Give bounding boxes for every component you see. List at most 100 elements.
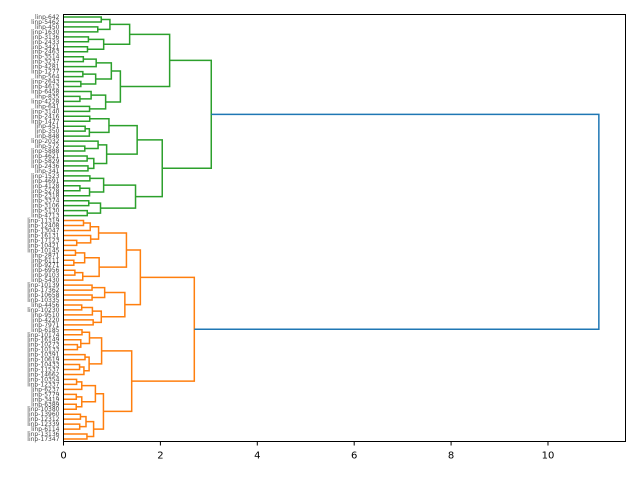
dendrogram-link-73 (63, 403, 77, 410)
dendrogram-link-77 (63, 423, 81, 430)
x-tick-label: 0 (60, 451, 66, 462)
dendrogram-link-76 (63, 413, 82, 420)
leaf-label: linp-10335 (27, 297, 59, 304)
leaf-label: linp-2416 (31, 113, 60, 120)
leaf-label: linp-12337 (27, 381, 59, 388)
dendrogram-link-14 (63, 90, 92, 100)
leaf-label: linp-3421 (31, 44, 60, 51)
leaf-label: linp-1630 (31, 29, 60, 36)
leaf-label: linp-16131 (27, 232, 59, 239)
leaf-label: linp-3419 (31, 396, 60, 403)
dendrogram-link-36 (87, 202, 102, 214)
dendrogram-link-55 (63, 304, 83, 311)
dendrogram-link-49 (63, 271, 84, 281)
dendrogram-link-26 (63, 165, 89, 172)
dendrogram-link-12 (95, 62, 113, 80)
dendrogram-link-43 (63, 234, 92, 244)
dendrogram-link-11 (80, 73, 97, 85)
dendrogram-link-66 (63, 363, 81, 371)
leaf-label: linp-9103 (31, 272, 60, 279)
dendrogram-link-42 (63, 239, 78, 247)
leaf-label: linp-11537 (27, 367, 59, 374)
leaf-label: linp-1277 (31, 69, 60, 76)
dendrogram-link-44 (90, 226, 100, 240)
leaf-label: linp-6956 (31, 267, 60, 274)
dendrogram-link-30 (63, 175, 91, 182)
dendrogram-link-71 (63, 381, 83, 391)
leaf-label: linp-9510 (31, 312, 60, 319)
dendrogram-link-33 (89, 177, 105, 193)
leaf-label: linp-4228 (31, 98, 60, 105)
leaf-label: linp-5130 (31, 208, 60, 215)
leaf-label: linp-11319 (27, 218, 59, 225)
dendrogram-link-39 (162, 59, 213, 170)
leaf-label: linp-350 (35, 128, 60, 135)
leaf-label: linp-3140 (31, 108, 60, 115)
dendrogram-link-6 (103, 23, 131, 46)
leaf-label: linp-3136 (31, 34, 60, 41)
leaf-label: linp-10133 (27, 347, 59, 354)
dendrogram-link-65 (63, 353, 86, 361)
leaf-label: linp-10139 (27, 282, 59, 289)
leaf-label: linp-3237 (31, 59, 60, 66)
leaf-label: linp-6389 (31, 401, 60, 408)
leaf-label: linp-10391 (27, 352, 59, 359)
leaf-label: linp-3106 (31, 203, 60, 210)
dendrogram-link-3 (63, 36, 90, 43)
dendrogram-link-4 (63, 46, 89, 53)
dendrogram-link-52 (63, 284, 93, 291)
dendrogram-link-22 (89, 118, 110, 134)
leaf-label-group: linp-642linp-5462linp-450linp-1630linp-3… (27, 14, 59, 443)
dendrogram-link-16 (89, 94, 107, 110)
dendrogram-link-35 (63, 209, 89, 217)
dendrogram-link-63 (63, 338, 82, 348)
dendrogram-link-25 (63, 155, 88, 162)
leaf-label: linp-2436 (31, 163, 60, 170)
x-tick-label: 10 (542, 451, 555, 462)
leaf-label: linp-2643 (31, 79, 60, 86)
x-tick-label: 4 (254, 451, 260, 462)
dendrogram-link-56 (63, 306, 94, 316)
dendrogram-link-34 (63, 199, 90, 207)
dendrogram-link-58 (92, 310, 103, 324)
x-tick-label: 8 (448, 451, 454, 462)
dendrogram-link-81 (93, 392, 105, 430)
leaf-label: linp-14662 (27, 371, 59, 378)
dendrogram-link-19 (63, 115, 91, 122)
leaf-label: linp-572 (35, 143, 60, 150)
leaf-label: linp-17123 (27, 237, 59, 244)
dendrogram-link-10 (63, 80, 82, 88)
leaf-label: linp-12339 (27, 421, 59, 428)
leaf-label: linp-4613 (31, 83, 60, 90)
leaf-label: linp-4713 (31, 213, 60, 220)
leaf-label: linp-5779 (31, 391, 60, 398)
dendrogram-link-31 (63, 185, 81, 192)
leaf-label: linp-2032 (31, 138, 60, 145)
leaf-label: linp-1477 (31, 118, 60, 125)
leaf-label: linp-6458 (31, 88, 60, 95)
leaf-label: linp-17347 (27, 436, 59, 443)
leaf-label: linp-848 (35, 133, 60, 140)
dendrogram-link-74 (76, 396, 83, 408)
leaf-label: linp-9271 (31, 262, 60, 269)
leaf-label: linp-6111 (31, 257, 60, 264)
leaf-label: linp-6185 (31, 327, 60, 334)
leaf-label: linp-341 (35, 168, 60, 175)
dendrogram-link-70 (63, 378, 78, 386)
leaf-label: linp-4691 (31, 178, 60, 185)
leaf-label: linp-13047 (27, 227, 59, 234)
dendrogram-link-13 (63, 95, 81, 103)
leaf-label: linp-7971 (31, 322, 60, 329)
leaf-label: linp-3514 (31, 54, 60, 61)
dendrogram-link-68 (83, 356, 90, 372)
dendrogram-link-37 (100, 184, 137, 209)
leaf-label: linp-10433 (27, 362, 59, 369)
x-tick-label: 2 (157, 451, 163, 462)
leaf-label: linp-1523 (31, 173, 60, 180)
dendrogram-link-51 (98, 232, 128, 268)
leaf-label: linp-10421 (27, 242, 59, 249)
leaf-label: linp-564 (35, 74, 60, 81)
leaf-label: linp-10230 (27, 307, 59, 314)
leaf-label: linp-451 (35, 123, 60, 130)
